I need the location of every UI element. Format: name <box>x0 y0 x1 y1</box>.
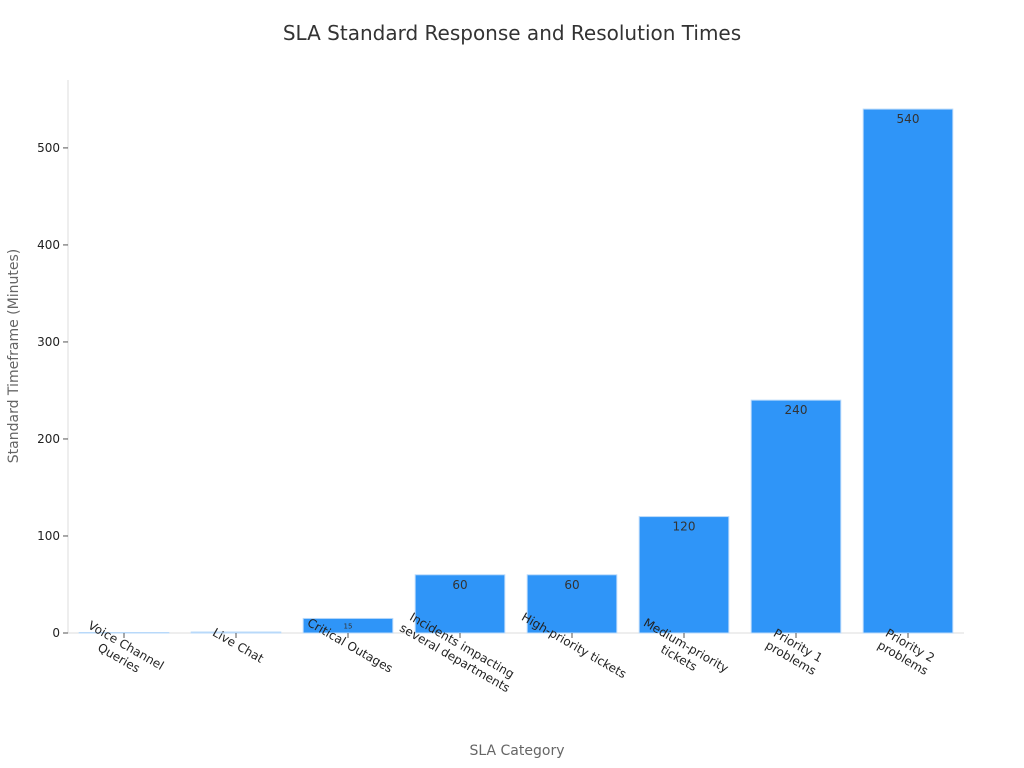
y-tick-label: 100 <box>37 529 60 543</box>
y-axis-label: Standard Timeframe (Minutes) <box>6 249 22 463</box>
bar-value-label: 15 <box>344 623 353 631</box>
bar <box>526 574 618 634</box>
bar-value-label: 60 <box>564 578 579 592</box>
y-tick-label: 500 <box>37 141 60 155</box>
data-labels: 15 60 60 120 240 540 <box>344 112 920 631</box>
y-tick-label: 400 <box>37 238 60 252</box>
bar <box>414 574 506 634</box>
x-tick-label: Voice ChannelQueries <box>78 618 166 685</box>
y-tick-label: 0 <box>52 626 60 640</box>
chart-title: SLA Standard Response and Resolution Tim… <box>283 21 741 45</box>
x-axis-label: SLA Category <box>470 743 565 759</box>
bar <box>862 108 954 634</box>
bar <box>190 631 282 634</box>
bar <box>750 399 842 634</box>
x-tick-label-line: Live Chat <box>210 625 266 665</box>
y-tick-label: 200 <box>37 432 60 446</box>
bar-value-label: 120 <box>673 520 696 534</box>
x-tick-label: Live Chat <box>210 625 266 665</box>
bars <box>78 108 954 634</box>
bar-value-label: 60 <box>452 578 467 592</box>
bar-value-label: 240 <box>785 403 808 417</box>
bar-value-label: 540 <box>897 112 920 126</box>
y-tick-label: 300 <box>37 335 60 349</box>
bar <box>638 516 730 634</box>
